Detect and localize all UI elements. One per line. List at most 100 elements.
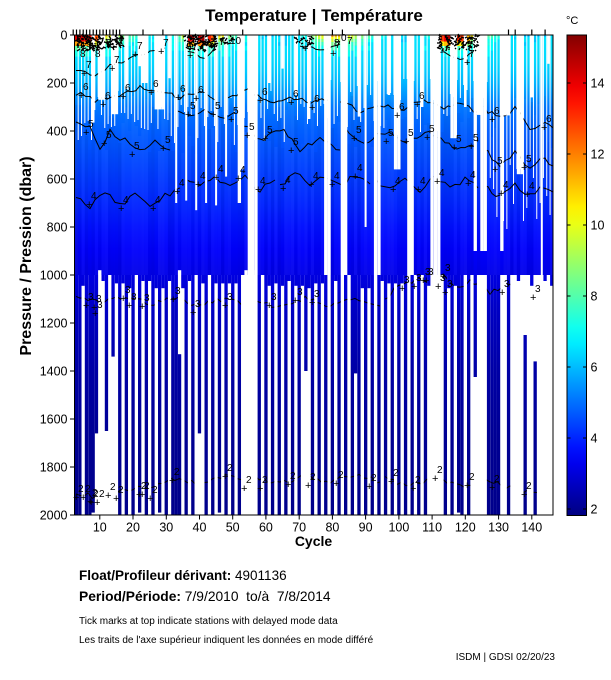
svg-text:+: + [160,143,166,155]
svg-text:+: + [403,136,409,148]
svg-text:+: + [81,68,87,80]
svg-text:+: + [83,127,89,139]
svg-text:+: + [333,478,339,490]
svg-text:+: + [83,300,89,312]
svg-text:90: 90 [359,521,373,535]
svg-text:+: + [235,173,241,185]
svg-text:+: + [158,46,164,58]
svg-text:+: + [222,471,228,483]
svg-text:6: 6 [591,361,598,375]
svg-text:+: + [288,97,294,109]
svg-text:60: 60 [259,521,273,535]
svg-text:+: + [465,178,471,190]
svg-text:+: + [468,141,474,153]
svg-text:1200: 1200 [40,317,68,331]
svg-text:+: + [241,483,247,495]
svg-text:+: + [435,281,441,293]
svg-text:+: + [521,162,527,174]
svg-text:+: + [266,300,272,312]
svg-text:9: 9 [106,38,112,49]
svg-text:+: + [521,489,527,501]
svg-text:8: 8 [95,49,101,60]
svg-text:1800: 1800 [40,461,68,475]
svg-text:+: + [390,184,396,196]
svg-text:+: + [383,136,389,148]
svg-text:+: + [257,483,263,495]
svg-text:+: + [489,482,495,494]
svg-text:+: + [352,171,358,183]
svg-text:+: + [394,110,400,122]
svg-text:+: + [308,179,314,191]
svg-text:+: + [73,492,79,504]
svg-text:100: 100 [388,521,409,535]
svg-text:+: + [434,176,440,188]
svg-text:+: + [94,497,100,509]
svg-text:+: + [86,199,92,211]
svg-text:Cycle: Cycle [295,533,333,549]
svg-text:140: 140 [521,521,542,535]
svg-text:+: + [288,145,294,157]
svg-text:1400: 1400 [40,365,68,379]
svg-text:+: + [442,287,448,299]
svg-text:+: + [244,130,250,142]
svg-text:10: 10 [93,521,107,535]
svg-text:+: + [185,109,191,121]
svg-text:+: + [78,90,84,102]
svg-text:+: + [113,493,119,505]
svg-text:Float/Profileur dérivant: 4901: Float/Profileur dérivant: 4901136 [79,568,287,583]
svg-text:50: 50 [226,521,240,535]
svg-text:0: 0 [61,29,68,43]
svg-text:+: + [464,480,470,492]
svg-text:40: 40 [193,521,207,535]
svg-text:+: + [411,281,417,293]
svg-text:+: + [105,490,111,502]
svg-text:+: + [451,142,457,154]
svg-text:12: 12 [591,148,605,162]
svg-text:+: + [147,493,153,505]
svg-text:14: 14 [591,77,605,91]
svg-text:8: 8 [80,49,86,60]
svg-text:+: + [432,473,438,485]
svg-text:Tick marks at top indicate sta: Tick marks at top indicate stations with… [79,616,338,627]
svg-text:Temperature | Température: Temperature | Température [205,6,423,25]
svg-text:130: 130 [488,521,509,535]
svg-text:+: + [213,172,219,184]
svg-text:+: + [228,114,234,126]
svg-text:+: + [309,102,315,114]
svg-text:+: + [109,63,115,75]
svg-text:+: + [285,479,291,491]
svg-text:+: + [100,99,106,111]
svg-text:10: 10 [591,219,605,233]
svg-text:7: 7 [347,36,353,47]
svg-text:+: + [170,294,176,306]
svg-text:ISDM | GDSI 02/20/23: ISDM | GDSI 02/20/23 [456,652,556,663]
svg-text:600: 600 [47,173,68,187]
svg-text:+: + [132,49,138,61]
svg-text:+: + [101,138,107,150]
svg-text:+: + [399,283,405,295]
svg-text:+: + [492,164,498,176]
svg-text:Les traits de l'axe supérieur: Les traits de l'axe supérieur indiquent … [79,635,374,646]
svg-text:8: 8 [334,38,340,49]
svg-text:+: + [255,184,261,196]
svg-text:+: + [530,292,536,304]
svg-text:+: + [87,496,93,508]
svg-text:+: + [499,287,505,299]
svg-text:+: + [139,301,145,313]
svg-text:+: + [190,307,196,319]
svg-text:800: 800 [47,221,68,235]
svg-text:+: + [489,114,495,126]
svg-text:+: + [541,122,547,134]
svg-text:120: 120 [455,521,476,535]
svg-text:+: + [222,300,228,312]
svg-text:+: + [414,99,420,111]
svg-text:+: + [210,109,216,121]
svg-text:+: + [139,489,145,501]
svg-text:+: + [175,92,181,104]
svg-text:+: + [410,483,416,495]
svg-text:110: 110 [422,521,442,535]
svg-text:+: + [195,179,201,191]
svg-text:+: + [187,50,193,62]
svg-text:2000: 2000 [40,509,68,523]
svg-text:+: + [120,91,126,103]
